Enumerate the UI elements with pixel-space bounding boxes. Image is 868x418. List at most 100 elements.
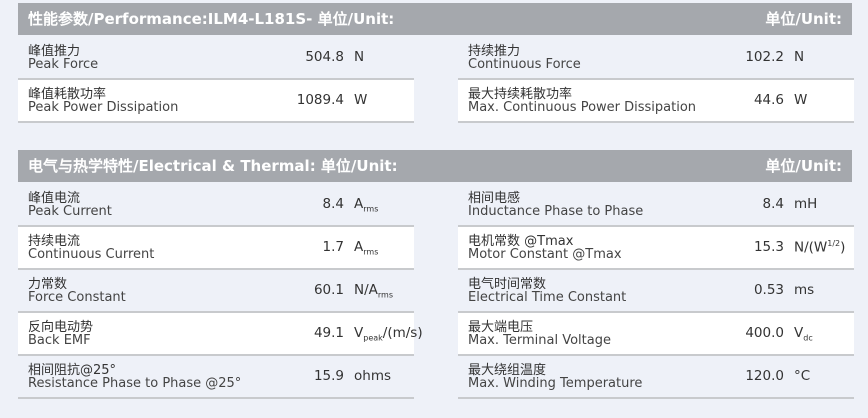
unit-text: A <box>354 239 364 255</box>
spec-row: 相间阻抗@25° Resistance Phase to Phase @25° … <box>18 356 414 399</box>
label-en: Continuous Current <box>28 247 155 262</box>
spec-row: 相间电感 Inductance Phase to Phase 8.4 mH <box>458 184 854 227</box>
unit-text: mH <box>794 196 818 212</box>
spec-row: 峰值耗散功率 Peak Power Dissipation 1089.4 W <box>18 80 414 123</box>
label-zh: 持续推力 <box>468 44 521 59</box>
spec-row: 电气时间常数 Electrical Time Constant 0.53 ms <box>458 270 854 313</box>
label-en: Max. Winding Temperature <box>468 376 643 391</box>
unit-text: N <box>354 49 365 65</box>
unit-subscript: dc <box>803 333 813 343</box>
spec-row: 电机常数 @Tmax Motor Constant @Tmax 15.3 N/(… <box>458 227 854 270</box>
label-en: Resistance Phase to Phase @25° <box>28 376 242 391</box>
unit-text: W <box>794 92 808 108</box>
value: 15.3 <box>753 239 784 255</box>
unit-suffix: ) <box>840 239 846 256</box>
label-zh: 峰值耗散功率 <box>28 87 107 102</box>
unit-text: N/A <box>354 282 378 298</box>
unit-label: 单位/Unit: <box>765 10 842 28</box>
unit: N/Arms <box>354 282 393 300</box>
unit: W <box>354 92 367 108</box>
spec-row: 峰值推力 Peak Force 504.8 N <box>18 37 414 80</box>
electrical-left-table: 峰值电流 Peak Current 8.4 Arms 持续电流 Continuou… <box>18 184 423 399</box>
spec-row: 峰值电流 Peak Current 8.4 Arms <box>18 184 414 227</box>
label-zh: 最大持续耗散功率 <box>468 87 573 102</box>
unit: N <box>354 49 364 65</box>
label-en: Electrical Time Constant <box>468 290 627 305</box>
value: 44.6 <box>753 92 784 108</box>
unit-text: N/(W <box>794 239 828 256</box>
value: 1.7 <box>322 239 344 255</box>
unit: W <box>794 92 807 108</box>
unit-label: 单位/Unit: <box>765 157 842 175</box>
spec-row: 最大持续耗散功率 Max. Continuous Power Dissipati… <box>458 80 854 123</box>
value: 120.0 <box>745 368 784 384</box>
label-en: Force Constant <box>28 290 126 305</box>
label-zh: 最大端电压 <box>468 320 534 335</box>
unit: Vdc <box>794 325 813 343</box>
label-en: Inductance Phase to Phase <box>468 204 644 219</box>
label-en: Max. Terminal Voltage <box>468 333 611 348</box>
value: 1089.4 <box>296 92 344 108</box>
unit-text: V <box>794 325 804 341</box>
spec-row: 力常数 Force Constant 60.1 N/Arms <box>18 270 414 313</box>
label-zh: 峰值推力 <box>28 44 81 59</box>
label-en: Continuous Force <box>468 57 581 72</box>
value: 49.1 <box>313 325 344 341</box>
value: 60.1 <box>313 282 344 298</box>
unit-text: A <box>354 196 364 212</box>
spec-row: 最大端电压 Max. Terminal Voltage 400.0 Vdc <box>458 313 854 356</box>
value: 15.9 <box>313 368 344 384</box>
value: 8.4 <box>322 196 344 212</box>
electrical-title: 电气与热学特性/Electrical & Thermal: 单位/Unit: <box>28 157 398 175</box>
performance-header: 性能参数/Performance:ILM4-L181S- 单位/Unit: 单位… <box>18 3 852 35</box>
value: 400.0 <box>745 325 784 341</box>
spec-row: 持续推力 Continuous Force 102.2 N <box>458 37 854 80</box>
unit-suffix: /(m/s) <box>382 325 423 341</box>
label-en: Motor Constant @Tmax <box>468 247 622 262</box>
spec-row: 持续电流 Continuous Current 1.7 Arms <box>18 227 414 270</box>
label-zh: 力常数 <box>28 277 68 292</box>
unit-text: V <box>354 325 364 341</box>
unit-subscript: rms <box>363 204 379 214</box>
value: 8.4 <box>762 196 784 212</box>
performance-left-table: 峰值推力 Peak Force 504.8 N 峰值耗散功率 Peak Power… <box>18 37 414 123</box>
value: 102.2 <box>745 49 784 65</box>
unit-text: ohms <box>354 368 391 384</box>
unit: Vpeak/(m/s) <box>354 325 423 343</box>
performance-title: 性能参数/Performance:ILM4-L181S- 单位/Unit: <box>28 10 395 28</box>
unit-text: W <box>354 92 368 108</box>
label-zh: 最大绕组温度 <box>468 363 547 378</box>
electrical-right-table: 相间电感 Inductance Phase to Phase 8.4 mH 电机常… <box>458 184 854 399</box>
unit: ohms <box>354 368 391 384</box>
label-en: Peak Force <box>28 57 99 72</box>
unit: N <box>794 49 804 65</box>
unit: mH <box>794 196 817 212</box>
label-zh: 相间电感 <box>468 191 521 206</box>
label-zh: 电机常数 @Tmax <box>468 234 574 249</box>
label-en: Peak Power Dissipation <box>28 100 179 115</box>
unit-superscript: 1/2 <box>827 239 841 248</box>
label-zh: 电气时间常数 <box>468 277 547 292</box>
label-zh: 持续电流 <box>28 234 81 249</box>
unit-text: ms <box>794 282 815 298</box>
label-zh: 峰值电流 <box>28 191 81 206</box>
label-zh: 反向电动势 <box>28 320 94 335</box>
unit-subscript: rms <box>363 247 379 257</box>
electrical-header: 电气与热学特性/Electrical & Thermal: 单位/Unit: 单… <box>18 150 852 182</box>
unit: ms <box>794 282 814 298</box>
unit: °C <box>794 368 810 384</box>
unit-subscript: rms <box>377 290 393 300</box>
unit: N/(W1/2) <box>794 239 845 256</box>
unit: Arms <box>354 196 378 214</box>
label-en: Peak Current <box>28 204 112 219</box>
label-en: Max. Continuous Power Dissipation <box>468 100 697 115</box>
label-en: Back EMF <box>28 333 91 348</box>
unit: Arms <box>354 239 378 257</box>
value: 504.8 <box>305 49 344 65</box>
spec-row: 反向电动势 Back EMF 49.1 Vpeak/(m/s) <box>18 313 423 356</box>
unit-text: N <box>794 49 805 65</box>
value: 0.53 <box>753 282 784 298</box>
unit-subscript: peak <box>363 333 383 343</box>
label-zh: 相间阻抗@25° <box>28 363 117 378</box>
unit-text: °C <box>794 368 811 384</box>
